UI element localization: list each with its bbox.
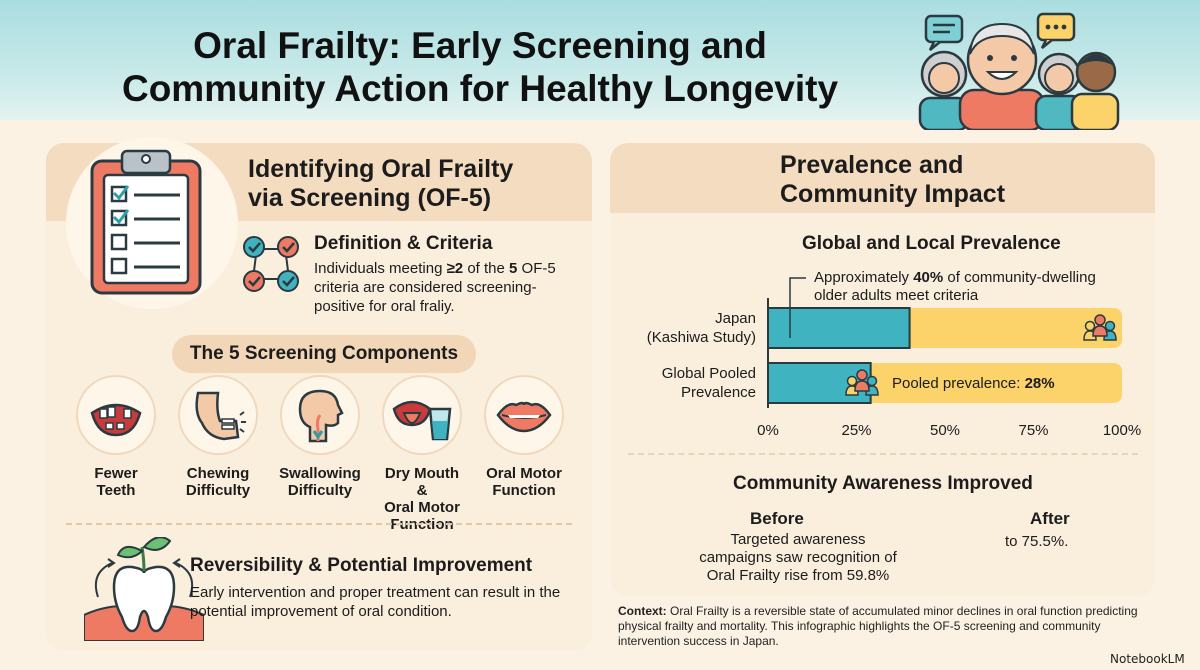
component-label: Swallowing Difficulty [278, 465, 362, 499]
title-line-2: Community Action for Healthy Longevity [121, 68, 839, 109]
component-oral-motor: Oral Motor Function [482, 375, 566, 499]
people-icon [1083, 314, 1117, 341]
prevalence-bar-chart: Japan (Kashiwa Study) Global Pooled Prevale… [647, 269, 1141, 439]
dry-mouth-water-icon [392, 400, 452, 441]
component-label: Oral Motor Function [482, 465, 566, 499]
x-tick-label: 0% [757, 422, 779, 439]
elderly-family-icon [918, 12, 1120, 130]
definition-text-part: of the [463, 260, 510, 277]
screening-heading-line-2: via Screening (OF-5) [248, 184, 492, 212]
component-label-line: Teeth [96, 482, 136, 499]
x-tick-label: 50% [930, 422, 960, 439]
prevalence-subtitle: Global and Local Prevalence [802, 233, 1061, 254]
screening-heading-line-1: Identifying Oral Frailty [248, 155, 514, 183]
components-title: The 5 Screening Components [172, 335, 476, 373]
screening-panel: Identifying Oral Frailty via Screening (… [46, 137, 592, 651]
before-text: Targeted awareness campaigns saw recogni… [699, 531, 897, 584]
category-label: (Kashiwa Study) [647, 329, 756, 346]
awareness-subtitle: Community Awareness Improved [733, 473, 1033, 494]
section-divider [66, 523, 572, 525]
component-label-line: Chewing [186, 465, 250, 482]
screening-heading: Identifying Oral Frailty via Screening (… [248, 155, 513, 213]
prevalence-panel: Prevalence and Community Impact Global a… [610, 143, 1155, 596]
component-label-line: Fewer [94, 465, 138, 482]
definition-text-part: OF-5 criteria are considered screening-p… [314, 260, 556, 315]
japan-annotation: Approximately 40% of community-dwelling [814, 269, 1096, 286]
jaw-icon [195, 391, 246, 441]
people-icon [845, 369, 879, 396]
japan-annotation-line-2: older adults meet criteria [814, 287, 979, 304]
title-line-1: Oral Frailty: Early Screening and [193, 25, 767, 66]
sprouting-tooth-icon [84, 537, 204, 641]
component-fewer-teeth: Fewer Teeth [74, 375, 158, 499]
x-tick-label: 100% [1103, 422, 1141, 439]
component-chewing: Chewing Difficulty [176, 375, 260, 499]
component-icon-frame [280, 375, 360, 455]
component-icon-frame [382, 375, 462, 455]
prevalence-heading-line-2: Community Impact [780, 180, 1006, 208]
prevalence-panel-header [610, 143, 1155, 213]
category-label: Global Pooled [662, 365, 756, 382]
clipboard-checklist-icon [90, 149, 202, 295]
after-text: to 75.5%. [1005, 533, 1069, 550]
component-icon-frame [484, 375, 564, 455]
global-annotation: Pooled prevalence: 28% [892, 375, 1055, 392]
context-note: Context: Oral Frailty is a reversible st… [618, 604, 1138, 649]
missing-tooth-mouth-icon [90, 403, 142, 437]
throat-icon [298, 389, 344, 443]
component-label: Chewing Difficulty [176, 465, 260, 499]
x-tick-label: 75% [1018, 422, 1048, 439]
component-label-line: Difficulty [185, 482, 251, 499]
prevalence-heading-line-1: Prevalence and [780, 151, 964, 179]
component-label-line: Oral Motor [486, 465, 562, 482]
category-label: Japan [715, 310, 756, 327]
component-label-line: Oral Motor [384, 499, 460, 516]
lips-icon [496, 401, 552, 433]
prevalence-heading: Prevalence and Community Impact [780, 151, 1005, 209]
page-title: Oral Frailty: Early Screening and Commun… [60, 24, 900, 110]
context-label: Context: [618, 604, 667, 618]
brand-label: NotebookLM [1110, 652, 1185, 666]
component-icon-frame [178, 375, 258, 455]
bar [767, 307, 911, 349]
after-label: After [1030, 509, 1070, 528]
component-label-line: Swallowing [279, 465, 361, 482]
before-label: Before [750, 509, 804, 528]
component-label-line: Dry Mouth & [384, 465, 460, 499]
definition-title: Definition & Criteria [314, 233, 493, 254]
definition-criteria-count: 5 [509, 260, 518, 277]
reversibility-text: Early intervention and proper treatment … [190, 584, 561, 620]
component-dry-mouth: Dry Mouth & Oral Motor Function [380, 375, 464, 533]
component-label-line: Function [492, 482, 556, 499]
context-text: Oral Frailty is a reversible state of ac… [618, 604, 1138, 648]
component-swallowing: Swallowing Difficulty [278, 375, 362, 499]
component-label-line: Difficulty [287, 482, 353, 499]
component-icon-frame [76, 375, 156, 455]
definition-threshold: ≥2 [446, 260, 464, 277]
definition-text-part: Individuals meeting [314, 260, 447, 277]
criteria-checks-icon [243, 236, 299, 292]
category-label: Prevalence [681, 384, 756, 401]
annotation-leader [789, 277, 806, 338]
x-tick-label: 25% [841, 422, 871, 439]
section-divider [628, 453, 1138, 455]
component-label: Fewer Teeth [74, 465, 158, 499]
reversibility-title: Reversibility & Potential Improvement [190, 555, 533, 576]
definition-text: Individuals meeting ≥2 of the 5 OF-5 cri… [314, 259, 582, 316]
